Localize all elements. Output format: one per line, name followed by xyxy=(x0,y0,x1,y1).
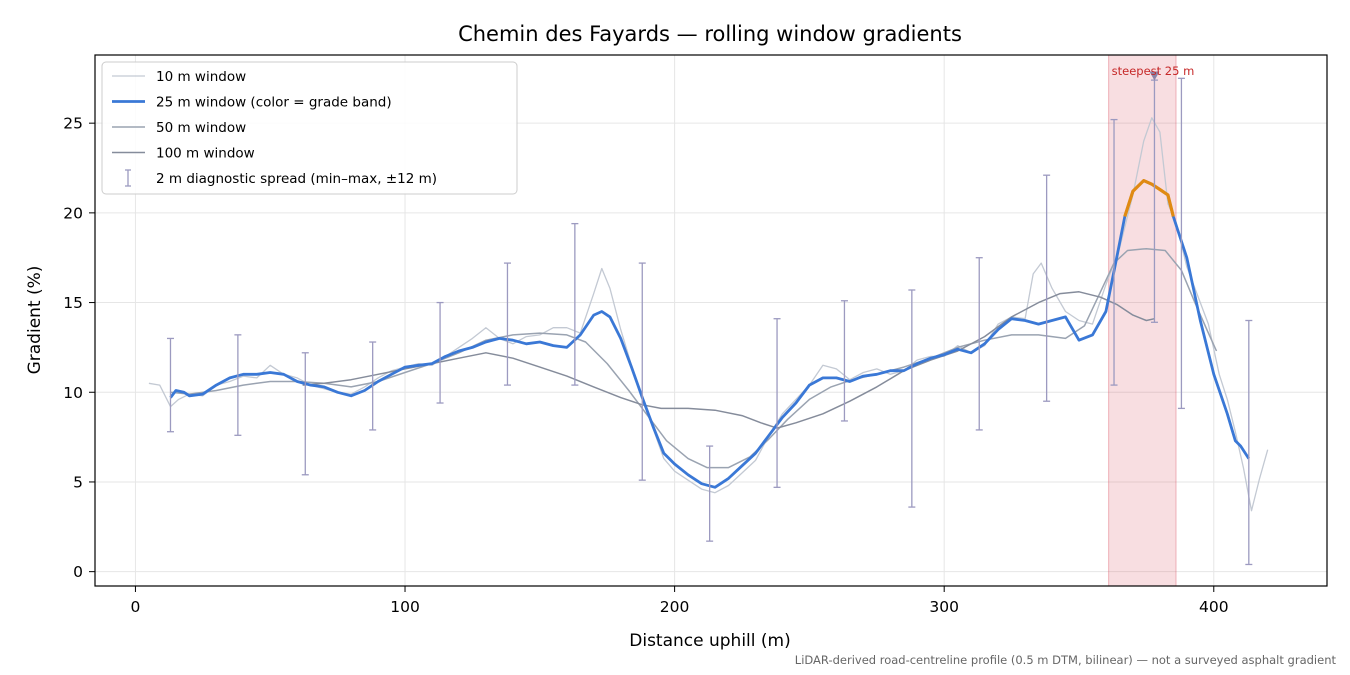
legend-item: 100 m window xyxy=(112,146,255,162)
steepest-marker xyxy=(1149,71,1160,81)
legend-label: 10 m window xyxy=(156,69,246,85)
y-tick-label: 20 xyxy=(63,204,83,222)
legend: 10 m window 25 m window (color = grade ba… xyxy=(101,61,518,195)
legend-label: 50 m window xyxy=(156,120,246,136)
error-bar xyxy=(571,222,579,386)
error-bar xyxy=(975,257,983,431)
error-bar xyxy=(1043,174,1051,402)
legend-item: 50 m window xyxy=(112,120,246,136)
error-bar xyxy=(1110,118,1118,386)
y-tick-label: 15 xyxy=(63,294,83,312)
axes-frame xyxy=(94,54,1328,587)
legend-item: 10 m window xyxy=(112,69,246,85)
steepest-window-band xyxy=(1108,54,1177,587)
error-bar xyxy=(773,318,781,488)
series-line-3 xyxy=(170,247,1218,469)
error-bar xyxy=(706,445,714,542)
series-highlight-segment xyxy=(1123,179,1175,217)
x-tick-label: 100 xyxy=(390,598,420,616)
legend-label: 25 m window (color = grade band) xyxy=(156,95,392,111)
source-note: LiDAR-derived road-centreline profile (0… xyxy=(795,653,1337,667)
plot-area: steepest 25 m 0 100 200 300 400 0 5 10 15 20 25 10 m… xyxy=(63,54,1328,616)
x-tick-label: 0 xyxy=(131,598,141,616)
y-axis-label: Gradient (%) xyxy=(25,266,45,375)
legend-item: 2 m diagnostic spread (min–max, ±12 m) xyxy=(125,169,437,187)
y-tick-label: 25 xyxy=(63,115,83,133)
error-bar xyxy=(1245,319,1253,566)
error-bar xyxy=(840,300,848,422)
error-bar xyxy=(369,341,377,431)
legend-label: 100 m window xyxy=(156,146,255,162)
y-tick-label: 0 xyxy=(73,563,83,581)
x-axis-label: Distance uphill (m) xyxy=(629,631,790,651)
error-bar xyxy=(234,334,242,436)
error-bar xyxy=(166,337,174,433)
error-bar xyxy=(301,352,309,476)
legend-item: 25 m window (color = grade band) xyxy=(112,95,392,111)
x-tick-label: 300 xyxy=(929,598,959,616)
y-tick-label: 10 xyxy=(63,384,83,402)
legend-box xyxy=(101,61,518,195)
series-line-4 xyxy=(302,291,1155,429)
legend-label: 2 m diagnostic spread (min–max, ±12 m) xyxy=(156,171,437,187)
chart-title: Chemin des Fayards — rolling window grad… xyxy=(458,22,962,46)
error-bar xyxy=(436,301,444,404)
error-bar xyxy=(503,262,511,386)
series-group xyxy=(148,77,1269,566)
error-bar xyxy=(638,262,646,481)
y-tick-label: 5 xyxy=(73,473,83,491)
error-bar xyxy=(908,289,916,508)
x-tick-label: 400 xyxy=(1199,598,1229,616)
steepest-label: steepest 25 m xyxy=(1112,64,1195,78)
series-line-2 xyxy=(169,179,1250,489)
error-bar xyxy=(1177,77,1185,410)
x-tick-label: 200 xyxy=(660,598,690,616)
